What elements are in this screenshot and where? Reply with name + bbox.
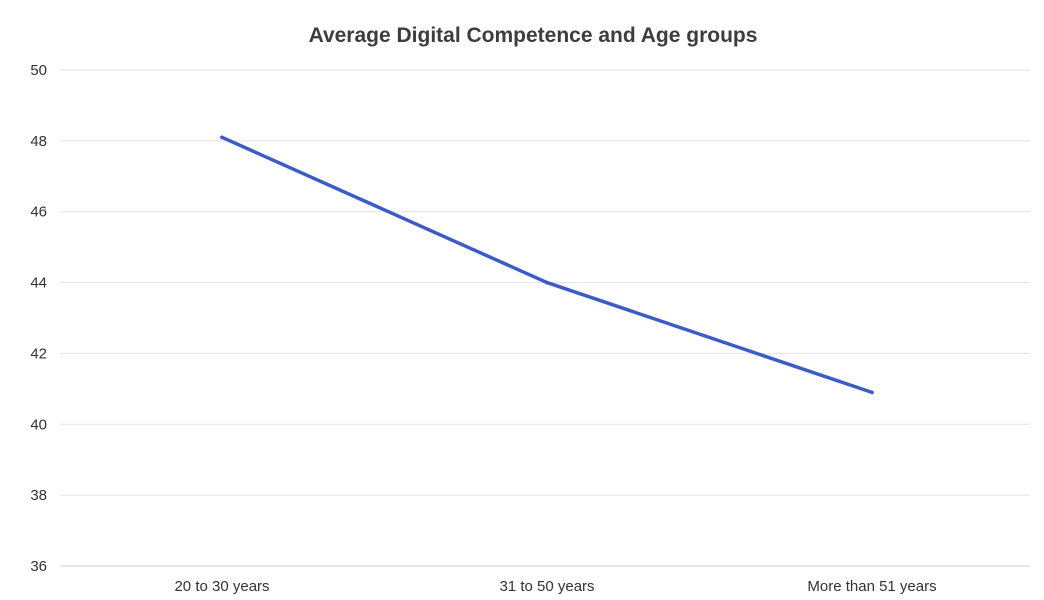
y-tick-label: 48 [30,133,47,150]
y-tick-label: 40 [30,416,47,433]
y-tick-label: 38 [30,487,47,504]
chart-title: Average Digital Competence and Age group… [308,24,758,47]
x-tick-label: 20 to 30 years [174,578,269,595]
x-tick-label: 31 to 50 years [499,578,594,595]
data-point [220,135,224,140]
y-axis-ticks: 36 38 40 42 44 46 48 50 [30,62,47,575]
y-tick-label: 44 [30,275,47,292]
data-point [870,390,874,395]
data-point [545,280,549,285]
series-layer [220,135,874,395]
y-tick-label: 36 [30,558,47,575]
y-tick-label: 42 [30,345,47,362]
y-tick-label: 46 [30,204,47,221]
gridlines [60,69,1030,567]
y-tick-label: 50 [30,62,47,79]
x-axis-ticks: 20 to 30 years 31 to 50 years More than 51… [174,578,936,595]
series-line [220,135,874,395]
x-tick-label: More than 51 years [807,578,936,595]
